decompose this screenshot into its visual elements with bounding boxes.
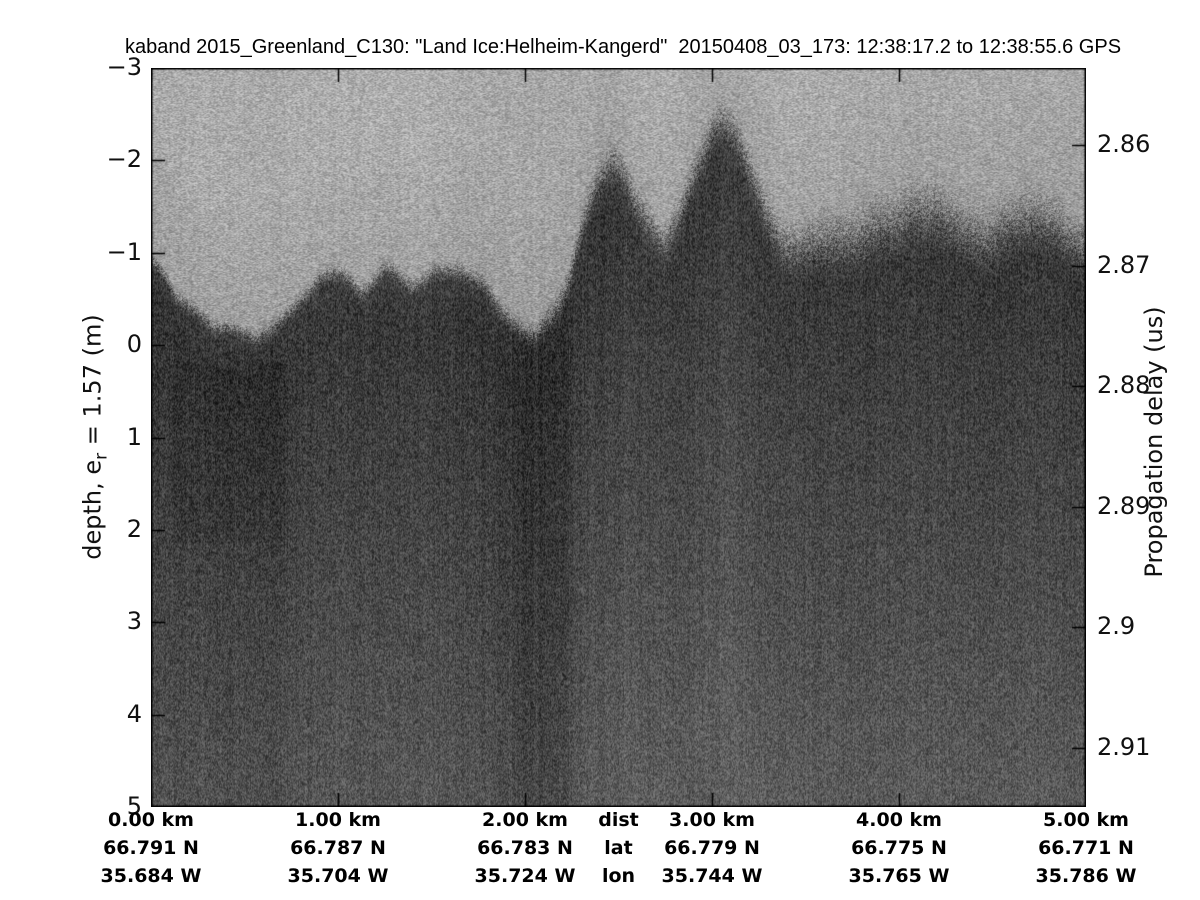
bottom-tick-column-1-row-1: 66.787 N <box>290 837 386 859</box>
bottom-legend-column-row-0: dist <box>598 809 639 831</box>
right-axis-tick-label: 2.88 <box>1097 371 1151 400</box>
bottom-tick-column-0-row-0: 0.00 km <box>108 809 194 831</box>
radar-echogram-canvas <box>151 68 1086 807</box>
bottom-tick-column-0-row-1: 66.791 N <box>103 837 199 859</box>
right-axis-tick-label: 2.91 <box>1097 733 1151 761</box>
left-axis-tick-label: 4 <box>126 699 142 728</box>
bottom-tick-column-5-row-2: 35.786 W <box>1035 865 1137 887</box>
bottom-legend-column-row-1: lat <box>604 837 633 859</box>
bottom-tick-column-4-row-0: 4.00 km <box>856 809 942 831</box>
bottom-tick-column-2: 2.00 km 66.783 N 35.724 W <box>475 806 576 890</box>
bottom-tick-column-4-row-2: 35.765 W <box>848 865 950 887</box>
bottom-tick-column-1: 1.00 km 66.787 N 35.704 W <box>288 806 389 890</box>
right-axis-tick-label: 2.86 <box>1097 130 1151 158</box>
bottom-tick-column-3-row-1: 66.779 N <box>664 837 760 859</box>
left-axis-tick-label: 0 <box>126 330 142 359</box>
left-axis-tick-label: 2 <box>126 514 142 543</box>
right-axis-tick-label: 2.9 <box>1097 612 1136 641</box>
bottom-tick-column-4-row-1: 66.775 N <box>851 837 947 859</box>
left-axis-tick-label: −1 <box>106 237 142 266</box>
left-axis-label-prefix: depth, e <box>78 459 107 560</box>
bottom-tick-column-2-row-0: 2.00 km <box>482 809 568 831</box>
right-axis-tick-label: 2.87 <box>1097 250 1151 279</box>
left-axis-label-subscript: r <box>91 452 112 460</box>
bottom-tick-column-1-row-0: 1.00 km <box>295 809 381 831</box>
bottom-tick-column-3-row-2: 35.744 W <box>661 865 763 887</box>
bottom-tick-column-0-row-2: 35.684 W <box>100 865 202 887</box>
bottom-tick-column-4: 4.00 km 66.775 N 35.765 W <box>849 806 950 890</box>
left-axis-tick-label: 1 <box>126 422 142 451</box>
bottom-tick-column-3: 3.00 km 66.779 N 35.744 W <box>662 806 763 890</box>
plot-title: kaband 2015_Greenland_C130: "Land Ice:He… <box>124 36 1122 58</box>
right-axis-label: Propagation delay (us) <box>1140 306 1168 578</box>
bottom-tick-column-2-row-2: 35.724 W <box>474 865 576 887</box>
bottom-tick-column-0: 0.00 km 66.791 N 35.684 W <box>101 806 202 890</box>
left-axis-tick-label: −3 <box>106 53 142 81</box>
right-axis-tick-label: 2.89 <box>1097 491 1151 520</box>
bottom-tick-column-2-row-1: 66.783 N <box>477 837 573 859</box>
bottom-tick-column-5-row-0: 5.00 km <box>1043 809 1129 831</box>
left-axis-tick-label: −2 <box>106 145 142 174</box>
bottom-tick-column-5-row-1: 66.771 N <box>1038 837 1134 859</box>
bottom-tick-column-1-row-2: 35.704 W <box>287 865 389 887</box>
bottom-tick-column-3-row-0: 3.00 km <box>669 809 755 831</box>
left-axis-tick-label: 5 <box>126 792 142 820</box>
left-axis-tick-label: 3 <box>126 607 142 636</box>
bottom-legend-column: dist lat lon <box>598 806 639 890</box>
bottom-tick-column-5: 5.00 km 66.771 N 35.786 W <box>1036 806 1137 890</box>
bottom-legend-column-row-2: lon <box>601 865 636 887</box>
